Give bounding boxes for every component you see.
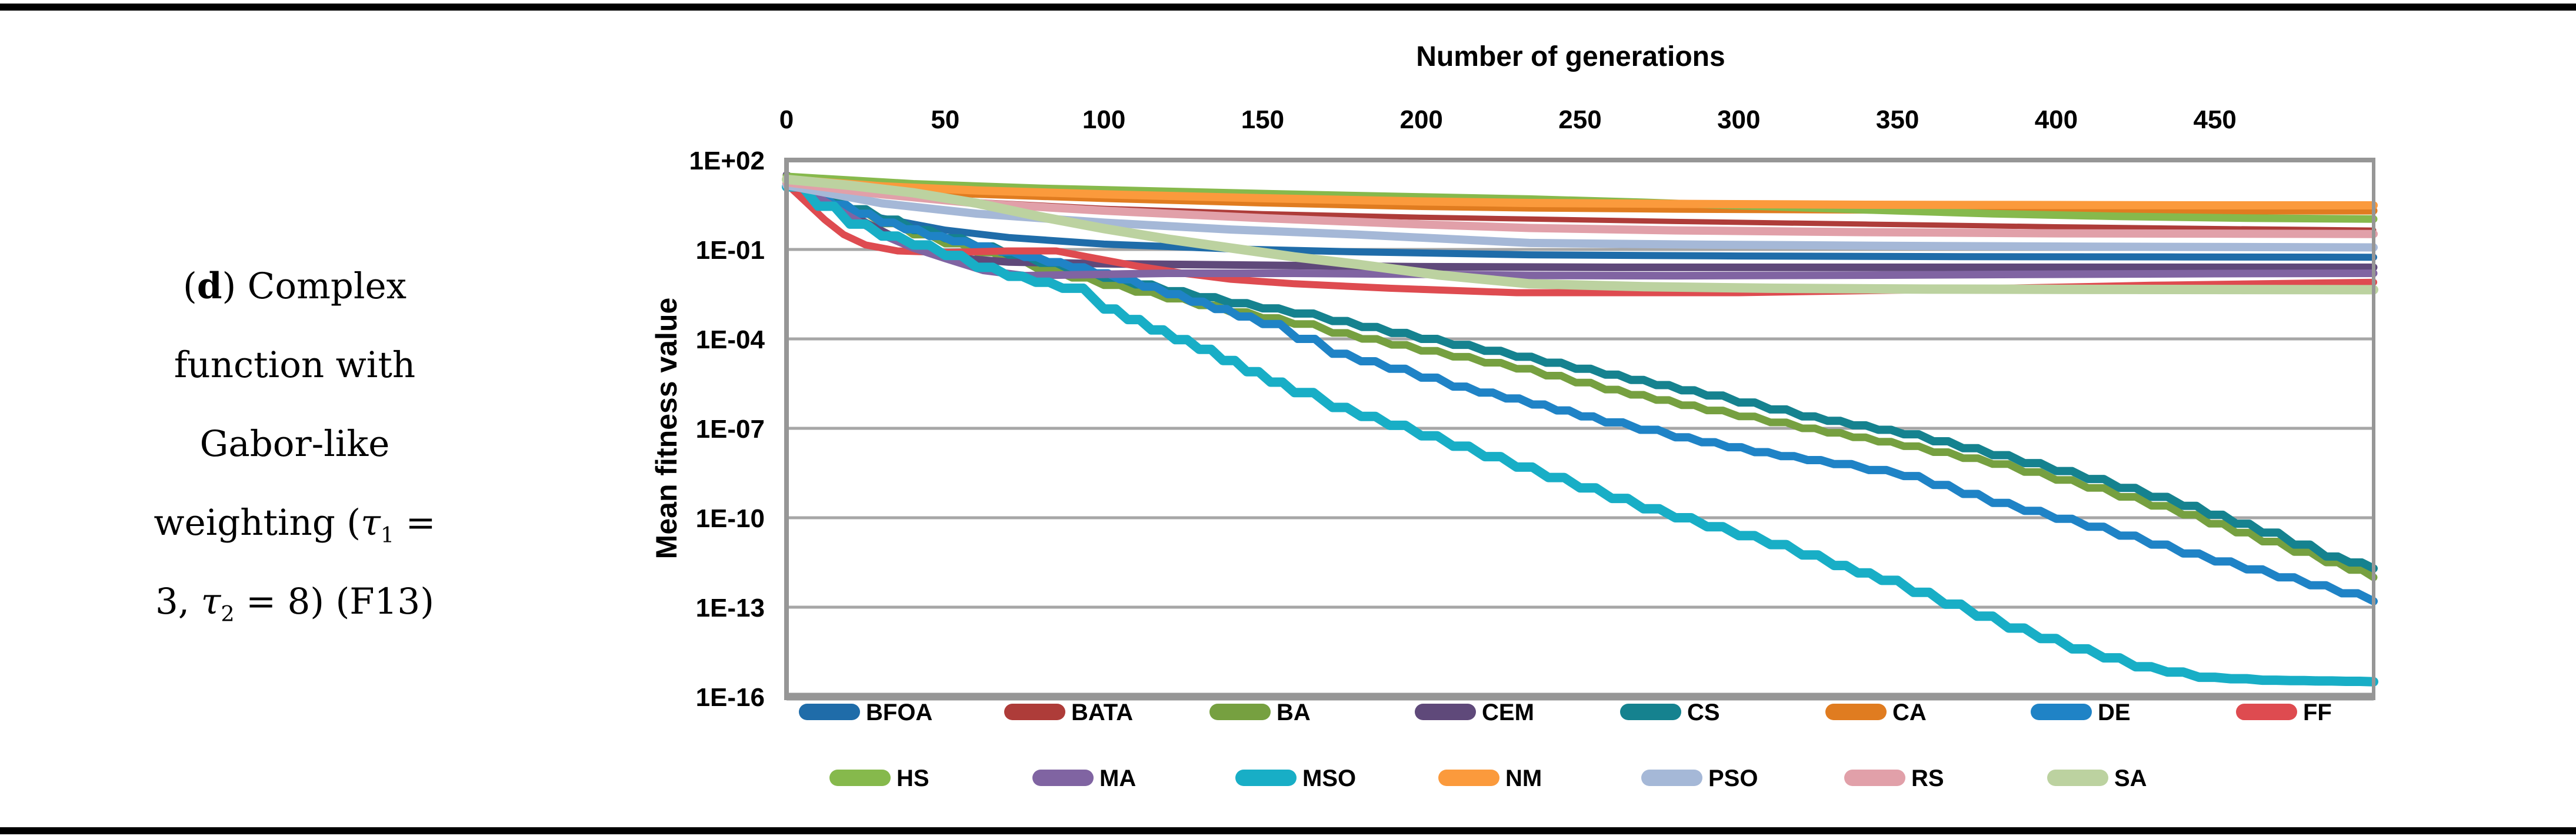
legend-label-HS: HS: [897, 765, 929, 791]
y-tick-1E-13: 1E-13: [696, 594, 765, 622]
legend-label-BA: BA: [1277, 700, 1311, 725]
figure-caption-line: 3, τ2 = 8) (F13): [155, 581, 435, 627]
legend-item-MSO: MSO: [1235, 765, 1356, 791]
x-tick-250: 250: [1558, 105, 1601, 134]
series-line-NM: [782, 175, 2378, 209]
y-tick-1E-01: 1E-01: [696, 236, 765, 265]
legend-swatch-CEM: [1415, 704, 1476, 720]
figure-caption-line: weighting (τ1 =: [154, 502, 436, 548]
y-tick-1E-10: 1E-10: [696, 504, 765, 533]
x-axis-tick-labels: 0 50 100 150 200 250 300 350 400 450: [779, 105, 2237, 134]
legend-swatch-SA: [2047, 770, 2108, 786]
legend-item-RS: RS: [1844, 765, 1944, 791]
legend-item-CS: CS: [1620, 700, 1720, 725]
legend-item-BA: BA: [1209, 700, 1311, 725]
x-tick-450: 450: [2193, 105, 2236, 134]
x-tick-200: 200: [1399, 105, 1442, 134]
series-line-PSO: [782, 181, 2378, 252]
legend-label-CS: CS: [1687, 700, 1720, 725]
legend-item-CA: CA: [1825, 700, 1927, 725]
y-tick-1E-07: 1E-07: [696, 415, 765, 444]
figure-caption-line: (d) Complex: [183, 265, 406, 307]
legend-swatch-PSO: [1641, 770, 1702, 786]
x-tick-50: 50: [931, 105, 959, 134]
chart-gridlines: [787, 248, 2374, 609]
table-bottom-rule: [0, 827, 2576, 834]
y-axis-title: Mean fitness value: [650, 298, 683, 560]
x-tick-350: 350: [1876, 105, 1919, 134]
legend-item-BATA: BATA: [1004, 700, 1133, 725]
chart-legend: BFOA BATA BA CEM CS CA DE FF HS MA MSO NM PSO RS SA: [799, 700, 2332, 791]
series-line-MSO: [782, 182, 2378, 687]
figure-caption-line: Gabor-like: [199, 423, 390, 465]
chart-axes: [784, 158, 2375, 701]
figure-caption: (d) Complex function with Gabor-like weight…: [56, 247, 533, 641]
legend-swatch-HS: [829, 770, 891, 786]
series-line-SA: [782, 174, 2378, 295]
y-tick-1E+02: 1E+02: [689, 147, 765, 175]
legend-label-FF: FF: [2303, 700, 2332, 725]
legend-label-RS: RS: [1911, 765, 1944, 791]
legend-swatch-DE: [2031, 704, 2092, 720]
legend-item-PSO: PSO: [1641, 765, 1758, 791]
legend-label-PSO: PSO: [1708, 765, 1758, 791]
legend-item-HS: HS: [829, 765, 929, 791]
legend-label-DE: DE: [2098, 700, 2131, 725]
legend-item-NM: NM: [1438, 765, 1542, 791]
legend-item-SA: SA: [2047, 765, 2147, 791]
chart-series-lines: [782, 171, 2378, 687]
legend-label-NM: NM: [1505, 765, 1542, 791]
legend-swatch-RS: [1844, 770, 1905, 786]
legend-item-MA: MA: [1032, 765, 1136, 791]
legend-swatch-BFOA: [799, 704, 860, 720]
y-tick-1E-04: 1E-04: [696, 325, 765, 354]
legend-item-BFOA: BFOA: [799, 700, 932, 725]
legend-item-DE: DE: [2031, 700, 2131, 725]
legend-label-MSO: MSO: [1302, 765, 1356, 791]
legend-swatch-MA: [1032, 770, 1094, 786]
legend-item-FF: FF: [2236, 700, 2332, 725]
legend-label-CA: CA: [1892, 700, 1927, 725]
x-tick-100: 100: [1082, 105, 1125, 134]
legend-swatch-CS: [1620, 704, 1681, 720]
x-tick-0: 0: [779, 105, 794, 134]
legend-swatch-BA: [1209, 704, 1271, 720]
legend-label-BATA: BATA: [1071, 700, 1133, 725]
x-axis-title: Number of generations: [1416, 41, 1725, 72]
x-tick-300: 300: [1717, 105, 1760, 134]
legend-swatch-CA: [1825, 704, 1887, 720]
legend-swatch-FF: [2236, 704, 2297, 720]
legend-label-MA: MA: [1099, 765, 1136, 791]
x-tick-150: 150: [1241, 105, 1284, 134]
figure-caption-line: function with: [174, 344, 416, 386]
y-tick-1E-16: 1E-16: [696, 683, 765, 712]
legend-swatch-MSO: [1235, 770, 1297, 786]
y-axis-tick-labels: 1E+02 1E-01 1E-04 1E-07 1E-10 1E-13 1E-16: [689, 147, 765, 712]
legend-item-CEM: CEM: [1415, 700, 1534, 725]
legend-label-SA: SA: [2114, 765, 2147, 791]
legend-label-BFOA: BFOA: [866, 700, 932, 725]
table-top-rule: [0, 4, 2576, 11]
legend-swatch-BATA: [1004, 704, 1065, 720]
legend-label-CEM: CEM: [1482, 700, 1534, 725]
x-tick-400: 400: [2035, 105, 2078, 134]
legend-swatch-NM: [1438, 770, 1499, 786]
series-line-FF: [783, 180, 2377, 297]
